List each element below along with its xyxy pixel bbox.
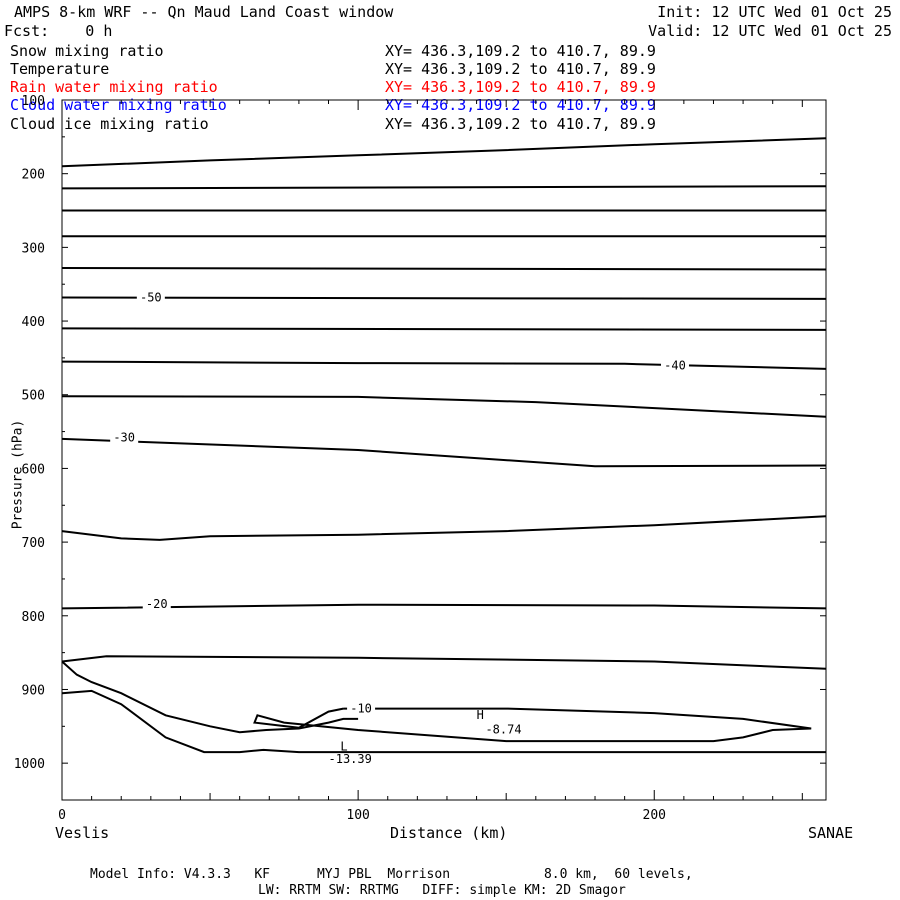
contour-line-8	[61, 395, 827, 418]
contour-label-gap	[136, 289, 165, 306]
init-time: Init: 12 UTC Wed 01 Oct 25	[657, 3, 892, 21]
contour-line-6	[61, 327, 827, 331]
contour-label-gap	[660, 357, 689, 374]
y-tick-label: 700	[22, 536, 45, 551]
extremum-annotation: -13.39	[329, 752, 372, 766]
contour-line-15	[253, 707, 812, 743]
extremum-annotation: H	[477, 708, 484, 722]
field-name-cloud-ice: Cloud ice mixing ratio	[10, 115, 209, 133]
y-tick-label: 600	[22, 462, 45, 477]
field-name-cloud-water: Cloud water mixing ratio	[10, 96, 227, 114]
y-tick-label: 500	[22, 389, 45, 404]
valid-time: Valid: 12 UTC Wed 01 Oct 25	[648, 22, 892, 40]
field-xy-temperature: XY= 436.3,109.2 to 410.7, 89.9	[385, 60, 656, 78]
field-xy-snow: XY= 436.3,109.2 to 410.7, 89.9	[385, 42, 656, 60]
contour-line-11	[61, 603, 827, 610]
field-xy-cloud-ice: XY= 436.3,109.2 to 410.7, 89.9	[385, 115, 656, 133]
x-tick-label: 200	[643, 808, 666, 823]
contour-line-12	[61, 655, 827, 670]
contour-label: -30	[113, 430, 135, 444]
y-tick-label: 200	[22, 168, 45, 183]
extremum-annotation: L	[340, 740, 347, 754]
left-endpoint-label: Veslis	[55, 824, 110, 842]
contour-label: -20	[146, 597, 168, 611]
field-name-temperature: Temperature	[10, 60, 110, 78]
contour-line-13	[61, 660, 359, 734]
x-tick-label: 0	[58, 808, 66, 823]
contour-line-4	[61, 267, 827, 271]
contour-label: -50	[140, 290, 162, 304]
y-tick-label: 800	[22, 610, 45, 625]
x-axis-label: Distance (km)	[390, 824, 508, 842]
contour-line-9	[61, 437, 827, 468]
model-info-line1: Model Info: V4.3.3 KF MYJ PBL Morrison 8…	[90, 867, 693, 882]
contour-label-gap	[142, 596, 171, 612]
field-xy-cloud-water: XY= 436.3,109.2 to 410.7, 89.9	[385, 96, 656, 114]
contour-label: -10	[350, 702, 372, 716]
x-tick-label: 100	[346, 808, 369, 823]
contour-label-gap	[347, 700, 376, 717]
contour-line-0	[61, 137, 827, 168]
field-xy-rain: XY= 436.3,109.2 to 410.7, 89.9	[385, 78, 656, 96]
contour-line-7	[61, 360, 827, 370]
field-name-snow: Snow mixing ratio	[10, 42, 164, 60]
right-endpoint-label: SANAE	[808, 824, 854, 842]
chart-title: AMPS 8-km WRF -- Qn Maud Land Coast wind…	[14, 3, 394, 21]
contour-line-10	[61, 515, 827, 541]
contour-label-gap	[110, 429, 139, 446]
plot-frame	[61, 99, 827, 801]
y-tick-label: 300	[22, 241, 45, 256]
contour-line-14	[61, 689, 826, 754]
contour-label: -40	[664, 358, 686, 372]
y-tick-label: 1000	[14, 757, 45, 772]
contour-line-1	[61, 185, 827, 190]
y-axis-label: Pressure (hPa)	[10, 419, 26, 530]
y-tick-label: 400	[22, 315, 45, 330]
contour-line-5	[61, 296, 827, 300]
model-info-line2: LW: RRTM SW: RRTMG DIFF: simple KM: 2D S…	[258, 883, 626, 898]
field-name-rain: Rain water mixing ratio	[10, 78, 218, 96]
y-tick-label: 900	[22, 683, 45, 698]
forecast-hour: Fcst: 0 h	[4, 22, 113, 40]
y-tick-label: 100	[22, 94, 45, 109]
extremum-annotation: -8.74	[485, 723, 521, 737]
